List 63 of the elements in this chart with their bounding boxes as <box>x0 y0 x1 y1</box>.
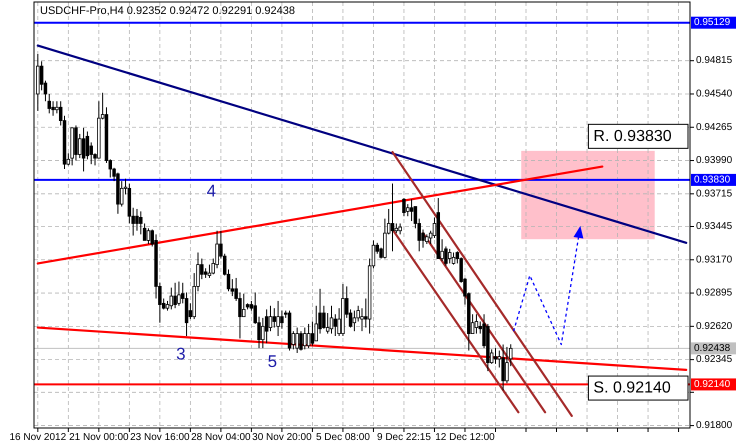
candlestick <box>280 310 284 330</box>
candlestick <box>494 348 498 364</box>
candlestick <box>402 198 406 217</box>
y-tick-label: 0.93715 <box>696 188 733 200</box>
candlestick <box>352 310 356 332</box>
y-tick-label: 0.94265 <box>696 122 733 133</box>
candlestick <box>425 234 429 245</box>
x-tick-label: 28 Nov 04:00 <box>191 432 252 443</box>
x-tick-label: 9 Dec 22:15 <box>376 432 432 443</box>
candlestick <box>322 305 326 330</box>
annotation: 5 <box>268 352 278 371</box>
y-tick-label: 0.93990 <box>696 155 733 166</box>
candlestick <box>452 252 456 266</box>
annotation: 4 <box>206 181 216 200</box>
candlestick <box>306 323 310 349</box>
candlestick <box>146 228 150 245</box>
y-tick-label: 0.92620 <box>696 320 733 332</box>
annotation: R. 0.93830 <box>593 128 672 145</box>
candlestick <box>135 208 139 232</box>
ref-line-label: 0.93830 <box>694 174 731 186</box>
ref-line-label: 0.95129 <box>694 17 731 28</box>
y-tick-label: 0.94540 <box>696 88 733 100</box>
candlestick <box>204 268 208 278</box>
y-tick-label: 0.92345 <box>696 354 733 366</box>
y-tick-label: 0.94815 <box>696 55 733 66</box>
y-tick-label: 0.91800 <box>696 420 733 432</box>
x-tick-label: 23 Nov 16:00 <box>130 432 190 443</box>
candlestick <box>398 222 402 235</box>
ref-line-label: 0.92438 <box>694 342 731 354</box>
candlestick <box>501 344 505 391</box>
candlestick <box>410 198 414 222</box>
x-tick-label: 30 Nov 20:00 <box>252 432 312 443</box>
candlestick <box>170 287 174 310</box>
candlestick <box>295 327 299 354</box>
y-tick-label: 0.93445 <box>696 220 733 232</box>
candlestick <box>268 305 272 332</box>
chart-title: USDCHF-Pro,H4 0.92352 0.92472 0.92291 0.92438 <box>40 5 296 17</box>
candlestick <box>208 264 212 278</box>
candlestick <box>177 281 181 306</box>
candlestick <box>303 327 307 350</box>
candlestick <box>310 321 314 346</box>
candlestick <box>48 93 51 114</box>
candlestick <box>394 222 398 234</box>
y-tick-label: 0.92895 <box>696 288 733 299</box>
candlestick <box>272 308 276 328</box>
candlestick <box>242 293 246 318</box>
candlestick <box>474 314 478 334</box>
candlestick <box>276 300 280 337</box>
ref-line-label: 0.92140 <box>694 378 731 390</box>
candlestick <box>173 282 177 309</box>
candlestick <box>334 314 338 337</box>
candlestick <box>299 330 303 352</box>
annotation: S. 0.92140 <box>593 380 671 397</box>
x-tick-label: 16 Nov 2012 <box>9 432 67 443</box>
x-tick-label: 12 Dec 12:00 <box>435 432 496 443</box>
x-tick-label: 21 Nov 00:00 <box>69 432 130 443</box>
candlestick <box>505 346 509 384</box>
annotation: 3 <box>176 344 186 364</box>
candlestick <box>82 127 86 172</box>
x-tick-label: 5 Dec 08:00 <box>316 432 370 443</box>
y-tick-label: 0.93170 <box>696 254 733 266</box>
candlestick <box>448 248 452 264</box>
candlestick <box>264 308 268 344</box>
